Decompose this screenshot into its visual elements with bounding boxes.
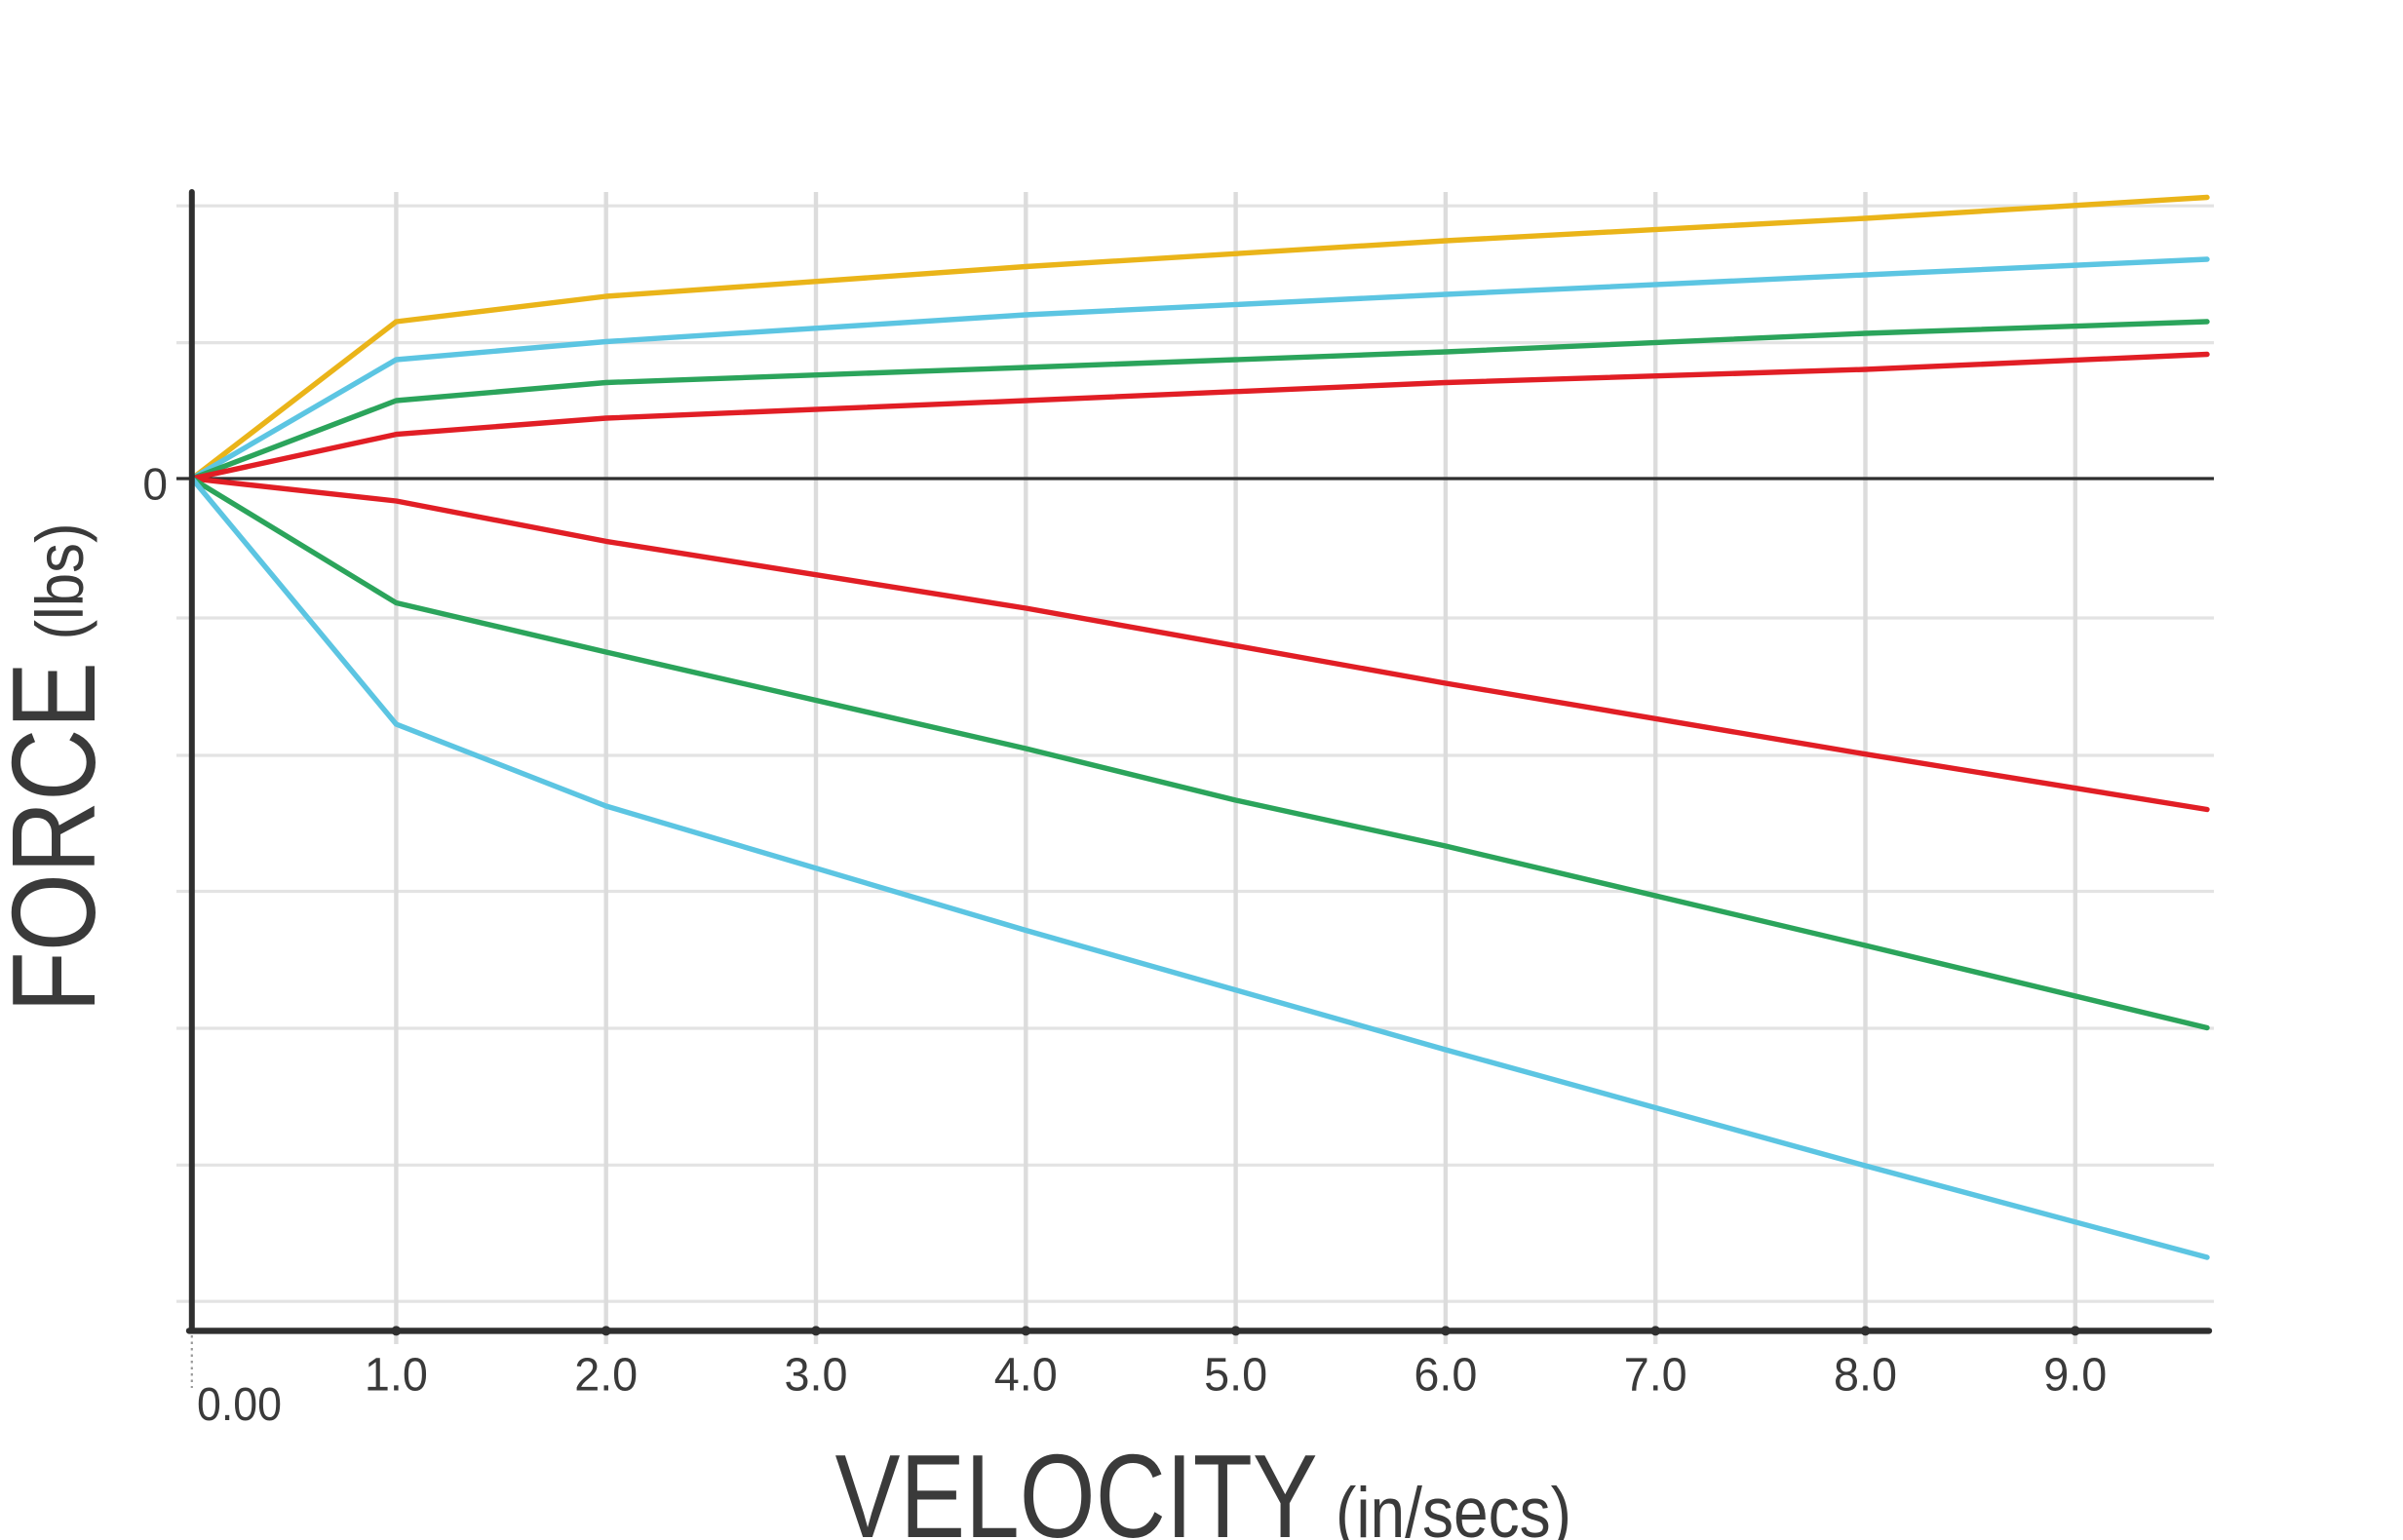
svg-text:(in/secs): (in/secs) — [1336, 1474, 1571, 1540]
svg-text:7.0: 7.0 — [1624, 1349, 1687, 1402]
svg-text:2.0: 2.0 — [574, 1349, 638, 1402]
svg-text:5.0: 5.0 — [1204, 1349, 1267, 1402]
svg-text:FORCE: FORCE — [0, 662, 120, 1013]
svg-text:8.0: 8.0 — [1834, 1349, 1897, 1402]
svg-text:1.0: 1.0 — [365, 1349, 428, 1402]
svg-text:(lbs): (lbs) — [22, 523, 97, 640]
svg-text:VELOCITY: VELOCITY — [835, 1430, 1318, 1540]
svg-text:0.00: 0.00 — [197, 1378, 282, 1431]
svg-text:3.0: 3.0 — [785, 1349, 848, 1402]
svg-text:6.0: 6.0 — [1414, 1349, 1477, 1402]
svg-text:0: 0 — [142, 459, 168, 510]
svg-text:4.0: 4.0 — [994, 1349, 1058, 1402]
svg-text:9.0: 9.0 — [2043, 1349, 2107, 1402]
